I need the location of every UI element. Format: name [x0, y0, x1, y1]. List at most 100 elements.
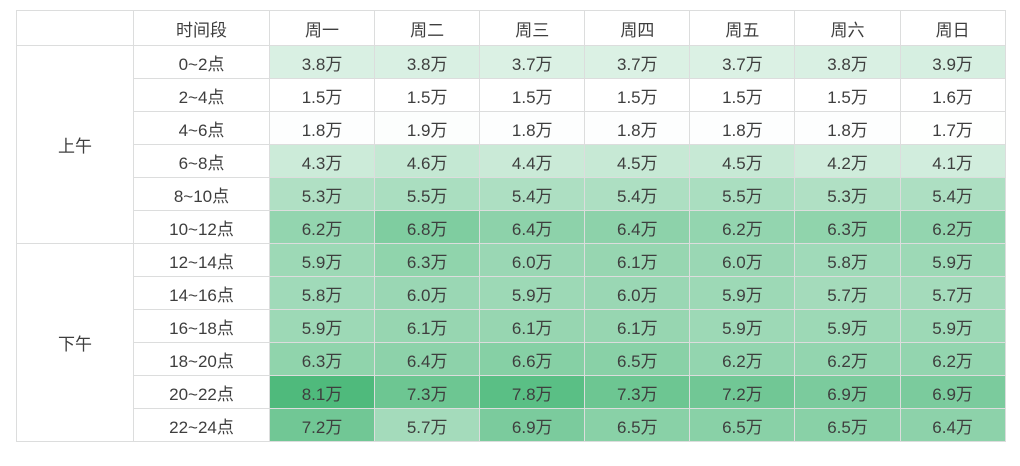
heat-cell: 7.2万 — [268, 408, 376, 442]
column-header-day-3: 周四 — [584, 10, 691, 46]
column-header-day-5: 周六 — [794, 10, 901, 46]
heat-cell: 7.3万 — [374, 375, 481, 409]
heat-cell: 1.5万 — [479, 78, 586, 112]
heat-cell: 4.5万 — [689, 144, 796, 178]
heat-cell: 6.2万 — [899, 342, 1006, 376]
heat-cell: 6.4万 — [374, 342, 481, 376]
table-row: 20~22点 8.1万 7.3万 7.8万 7.3万 7.2万 6.9万 6.9万 — [17, 375, 1006, 409]
heatmap-table-container: 时间段 周一 周二 周三 周四 周五 周六 周日 上午 0~2点 3.8万 3.8万 3… — [16, 10, 1006, 456]
row-header-period: 6~8点 — [133, 144, 270, 178]
table-row: 下午 12~14点 5.9万 6.3万 6.0万 6.1万 6.0万 5.8万 5.9万 — [16, 243, 1006, 442]
row-header-period: 4~6点 — [133, 111, 270, 145]
heat-cell: 3.7万 — [689, 45, 796, 79]
heat-cell: 7.2万 — [689, 375, 796, 409]
heat-cell: 6.0万 — [479, 243, 586, 277]
heat-cell: 1.8万 — [689, 111, 796, 145]
table-body: 上午 0~2点 3.8万 3.8万 3.7万 3.7万 3.7万 3.8万 3.9万 2~4点 1.… — [16, 45, 1006, 442]
heat-cell: 6.1万 — [374, 309, 481, 343]
heat-cell: 5.8万 — [794, 243, 901, 277]
heat-cell: 5.9万 — [899, 243, 1006, 277]
heat-cell: 4.1万 — [899, 144, 1006, 178]
heat-cell: 1.8万 — [584, 111, 691, 145]
table-head: 时间段 周一 周二 周三 周四 周五 周六 周日 — [16, 10, 1006, 46]
heat-cell: 8.1万 — [268, 375, 376, 409]
table-row: 2~4点 1.5万 1.5万 1.5万 1.5万 1.5万 1.5万 1.6万 — [17, 78, 1006, 112]
heat-cell: 6.9万 — [479, 408, 586, 442]
column-header-day-0: 周一 — [268, 10, 376, 46]
heat-cell: 6.5万 — [794, 408, 901, 442]
heat-cell: 5.5万 — [374, 177, 481, 211]
heat-cell: 5.7万 — [899, 276, 1006, 310]
heat-cell: 4.3万 — [268, 144, 376, 178]
heat-cell: 4.2万 — [794, 144, 901, 178]
heat-cell: 3.7万 — [584, 45, 691, 79]
heat-cell: 5.9万 — [689, 309, 796, 343]
heat-cell: 1.7万 — [899, 111, 1006, 145]
heat-cell: 6.1万 — [479, 309, 586, 343]
heat-cell: 5.4万 — [479, 177, 586, 211]
heat-cell: 1.5万 — [584, 78, 691, 112]
heat-cell: 1.8万 — [794, 111, 901, 145]
column-header-day-4: 周五 — [689, 10, 796, 46]
table-row: 18~20点 6.3万 6.4万 6.6万 6.5万 6.2万 6.2万 6.2万 — [17, 342, 1006, 376]
column-header-period: 时间段 — [133, 10, 270, 46]
heat-cell: 4.5万 — [584, 144, 691, 178]
corner-cell — [16, 10, 134, 46]
row-header-period: 22~24点 — [133, 408, 270, 442]
column-header-day-6: 周日 — [899, 10, 1006, 46]
heat-cell: 3.8万 — [374, 45, 481, 79]
header-row: 时间段 周一 周二 周三 周四 周五 周六 周日 — [16, 10, 1006, 46]
heat-cell: 6.2万 — [268, 210, 376, 244]
heat-cell: 6.1万 — [584, 243, 691, 277]
heat-cell: 1.5万 — [689, 78, 796, 112]
heat-cell: 5.9万 — [479, 276, 586, 310]
heat-cell: 5.7万 — [794, 276, 901, 310]
heat-cell: 5.9万 — [794, 309, 901, 343]
table-row: 16~18点 5.9万 6.1万 6.1万 6.1万 5.9万 5.9万 5.9万 — [17, 309, 1006, 343]
heat-cell: 1.5万 — [794, 78, 901, 112]
heat-cell: 3.7万 — [479, 45, 586, 79]
heat-cell: 6.2万 — [899, 210, 1006, 244]
table-row: 6~8点 4.3万 4.6万 4.4万 4.5万 4.5万 4.2万 4.1万 — [17, 144, 1006, 178]
heat-cell: 5.3万 — [794, 177, 901, 211]
heat-cell: 6.2万 — [689, 342, 796, 376]
table-row: 4~6点 1.8万 1.9万 1.8万 1.8万 1.8万 1.8万 1.7万 — [17, 111, 1006, 145]
heat-cell: 6.9万 — [899, 375, 1006, 409]
heat-cell: 1.5万 — [268, 78, 376, 112]
heat-cell: 7.8万 — [479, 375, 586, 409]
row-header-period: 18~20点 — [133, 342, 270, 376]
heat-cell: 6.9万 — [794, 375, 901, 409]
heat-cell: 6.0万 — [374, 276, 481, 310]
row-header-period: 0~2点 — [133, 45, 270, 79]
heat-cell: 5.4万 — [584, 177, 691, 211]
row-group-header-afternoon: 下午 — [16, 243, 134, 442]
row-header-period: 16~18点 — [133, 309, 270, 343]
table-row: 10~12点 6.2万 6.8万 6.4万 6.4万 6.2万 6.3万 6.2万 — [17, 210, 1006, 244]
table-row: 14~16点 5.8万 6.0万 5.9万 6.0万 5.9万 5.7万 5.7万 — [17, 276, 1006, 310]
heat-cell: 1.8万 — [479, 111, 586, 145]
heat-cell: 5.9万 — [268, 243, 376, 277]
table-row: 上午 0~2点 3.8万 3.8万 3.7万 3.7万 3.7万 3.8万 3.9万 — [16, 45, 1006, 244]
heat-cell: 1.5万 — [374, 78, 481, 112]
table-row: 8~10点 5.3万 5.5万 5.4万 5.4万 5.5万 5.3万 5.4万 — [17, 177, 1006, 211]
heat-cell: 5.9万 — [899, 309, 1006, 343]
row-header-period: 10~12点 — [133, 210, 270, 244]
heat-cell: 1.8万 — [268, 111, 376, 145]
heat-cell: 6.6万 — [479, 342, 586, 376]
heat-cell: 6.3万 — [268, 342, 376, 376]
heat-cell: 6.3万 — [374, 243, 481, 277]
time-period-heatmap-table: 时间段 周一 周二 周三 周四 周五 周六 周日 上午 0~2点 3.8万 3.8万 3… — [16, 10, 1006, 442]
heat-cell: 5.7万 — [374, 408, 481, 442]
heat-cell: 4.6万 — [374, 144, 481, 178]
heat-cell: 3.8万 — [794, 45, 901, 79]
row-header-period: 2~4点 — [133, 78, 270, 112]
heat-cell: 5.4万 — [899, 177, 1006, 211]
heat-cell: 6.3万 — [794, 210, 901, 244]
heat-cell: 5.9万 — [689, 276, 796, 310]
heat-cell: 6.8万 — [374, 210, 481, 244]
heat-cell: 1.6万 — [899, 78, 1006, 112]
heat-cell: 4.4万 — [479, 144, 586, 178]
heat-cell: 6.4万 — [584, 210, 691, 244]
row-header-period: 20~22点 — [133, 375, 270, 409]
heat-cell: 6.4万 — [899, 408, 1006, 442]
